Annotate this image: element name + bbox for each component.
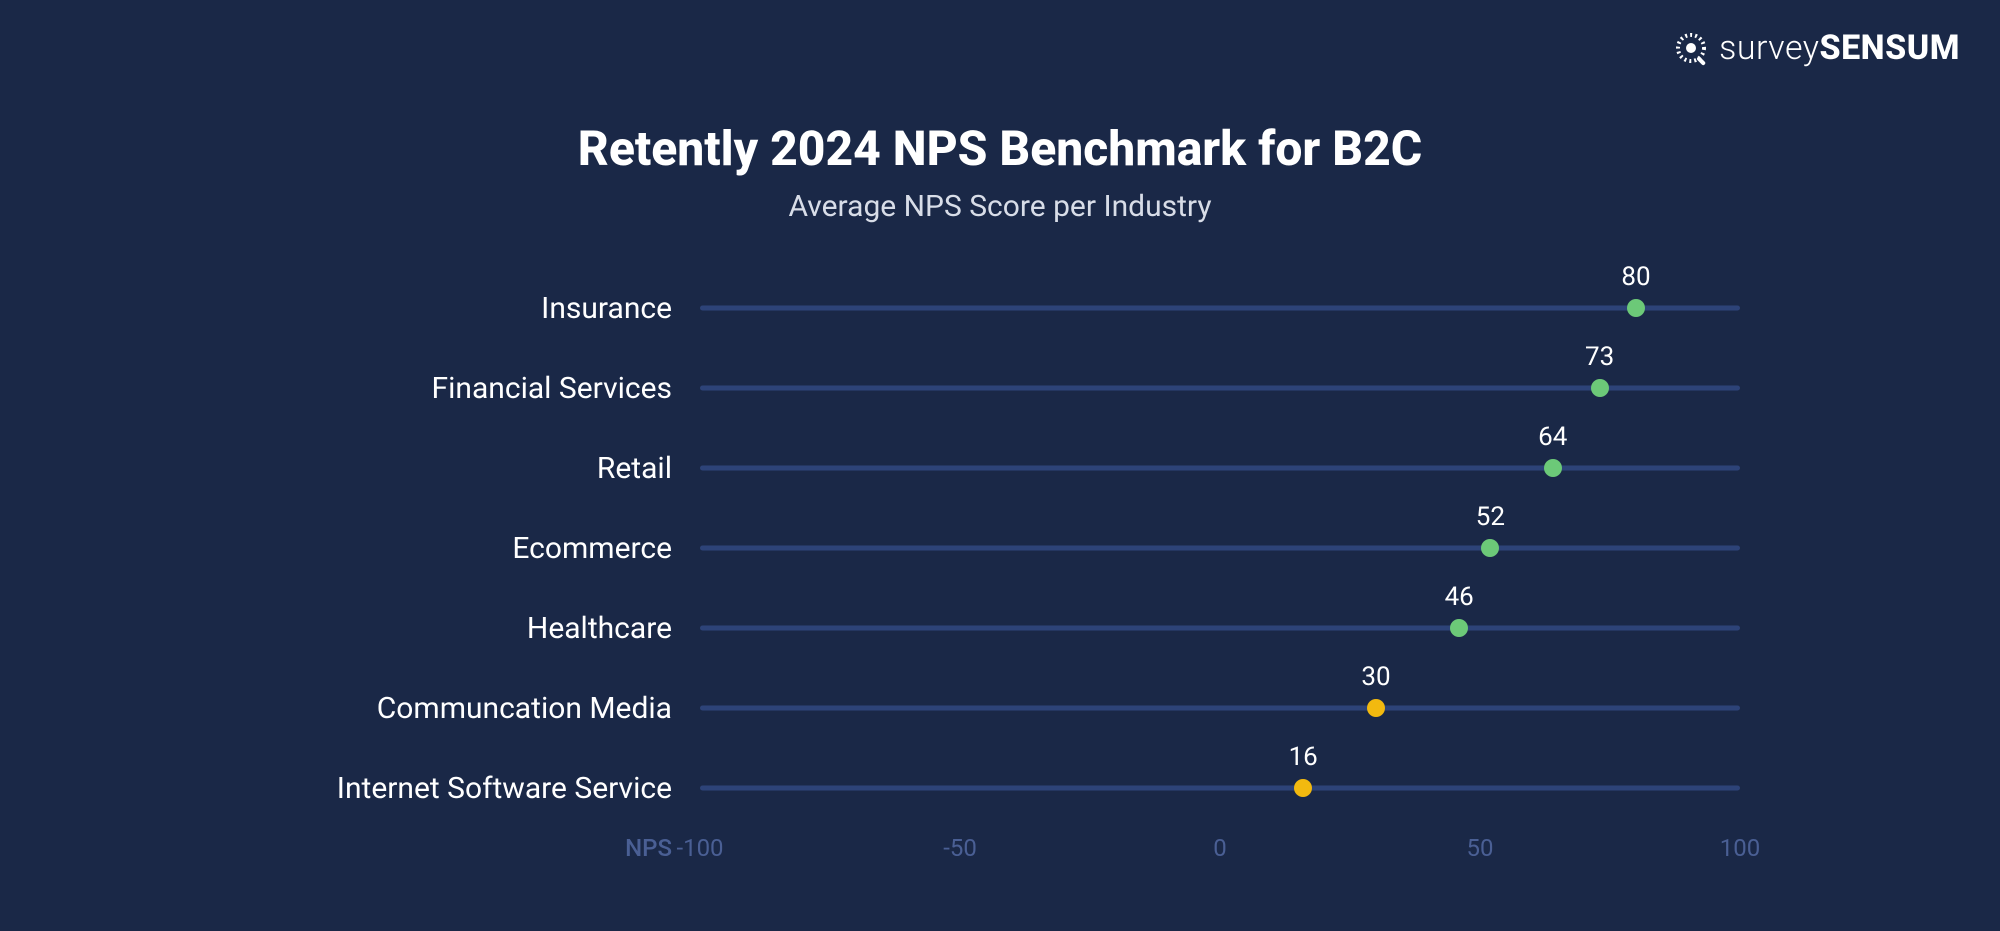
row-label: Healthcare xyxy=(260,611,700,646)
value-label: 16 xyxy=(1289,742,1318,772)
axis-tick: 0 xyxy=(1213,834,1227,862)
row-label: Communcation Media xyxy=(260,691,700,726)
data-dot xyxy=(1481,539,1499,557)
row-label: Retail xyxy=(260,451,700,486)
row-track: 73 xyxy=(700,348,1740,428)
track-line xyxy=(700,626,1740,631)
x-axis: NPS -100-50050100 xyxy=(260,834,1740,884)
chart-subtitle: Average NPS Score per Industry xyxy=(0,189,2000,224)
title-block: Retently 2024 NPS Benchmark for B2C Aver… xyxy=(0,120,2000,224)
brand-logo-icon xyxy=(1673,30,1709,66)
chart-row: Ecommerce 52 xyxy=(260,508,1740,588)
x-axis-label: NPS xyxy=(260,834,700,862)
brand-logo: surveySENSUM xyxy=(1673,28,1960,68)
value-label: 30 xyxy=(1361,662,1390,692)
data-dot xyxy=(1544,459,1562,477)
track-line xyxy=(700,386,1740,391)
data-dot xyxy=(1367,699,1385,717)
data-dot xyxy=(1450,619,1468,637)
row-track: 80 xyxy=(700,268,1740,348)
data-dot xyxy=(1591,379,1609,397)
row-track: 52 xyxy=(700,508,1740,588)
chart-row: Internet Software Service 16 xyxy=(260,748,1740,828)
axis-tick: 50 xyxy=(1467,834,1494,862)
row-label: Internet Software Service xyxy=(260,771,700,806)
value-label: 73 xyxy=(1585,342,1614,372)
value-label: 46 xyxy=(1445,582,1474,612)
value-label: 64 xyxy=(1538,422,1567,452)
axis-tick: 100 xyxy=(1720,834,1760,862)
row-track: 46 xyxy=(700,588,1740,668)
brand-name-thin: survey xyxy=(1719,28,1819,68)
value-label: 80 xyxy=(1621,262,1650,292)
chart-title: Retently 2024 NPS Benchmark for B2C xyxy=(0,120,2000,177)
chart-row: Financial Services 73 xyxy=(260,348,1740,428)
axis-tick: -50 xyxy=(943,834,977,862)
row-label: Financial Services xyxy=(260,371,700,406)
row-track: 16 xyxy=(700,748,1740,828)
data-dot xyxy=(1627,299,1645,317)
nps-dot-chart: Insurance 80 Financial Services 73 Retai… xyxy=(260,268,1740,884)
x-axis-ticks: -100-50050100 xyxy=(700,834,1740,864)
brand-name-bold: SENSUM xyxy=(1819,28,1960,68)
chart-row: Retail 64 xyxy=(260,428,1740,508)
track-line xyxy=(700,706,1740,711)
track-line xyxy=(700,546,1740,551)
brand-logo-text: surveySENSUM xyxy=(1719,28,1960,68)
chart-row: Healthcare 46 xyxy=(260,588,1740,668)
track-line xyxy=(700,466,1740,471)
chart-row: Communcation Media 30 xyxy=(260,668,1740,748)
chart-row: Insurance 80 xyxy=(260,268,1740,348)
row-label: Insurance xyxy=(260,291,700,326)
axis-tick: -100 xyxy=(676,834,723,862)
track-line xyxy=(700,306,1740,311)
row-track: 64 xyxy=(700,428,1740,508)
value-label: 52 xyxy=(1476,502,1505,532)
row-label: Ecommerce xyxy=(260,531,700,566)
track-line xyxy=(700,786,1740,791)
data-dot xyxy=(1294,779,1312,797)
row-track: 30 xyxy=(700,668,1740,748)
